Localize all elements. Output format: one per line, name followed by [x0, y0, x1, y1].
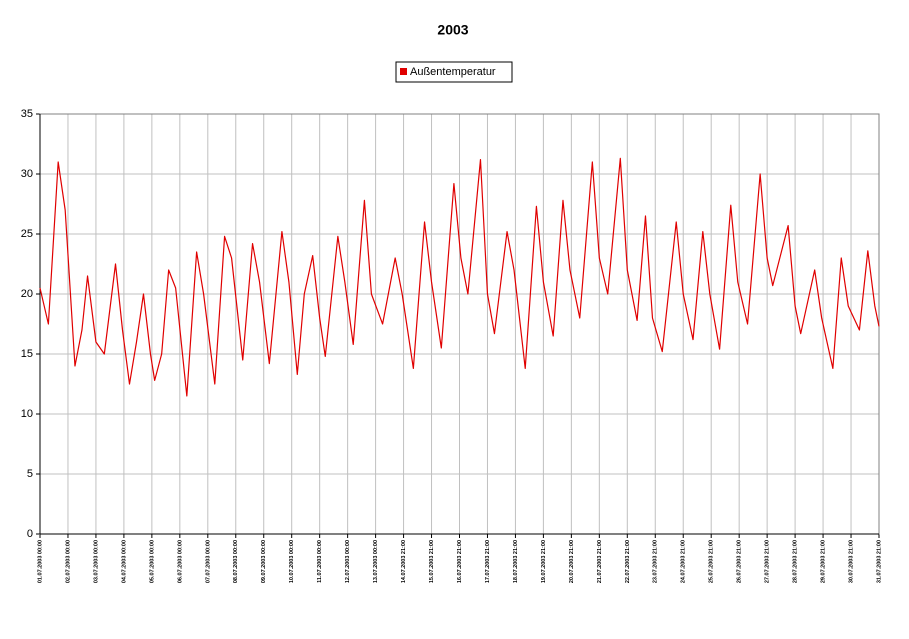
x-tick-label: 08.07.2003 00:00: [233, 540, 239, 583]
line: [39, 157, 880, 397]
x-tick-label: 26.07.2003 21:00: [737, 540, 743, 583]
legend-swatch: [400, 68, 407, 75]
x-tick-label: 03.07.2003 00:00: [93, 540, 99, 583]
x-tick-label: 25.07.2003 21:00: [709, 540, 715, 583]
y-tick-label: 5: [27, 468, 33, 480]
y-tick-label: 25: [21, 228, 33, 240]
x-tick-label: 06.07.2003 00:00: [177, 540, 183, 583]
y-tick-label: 0: [27, 528, 33, 540]
y-tick-label: 20: [21, 288, 33, 300]
x-tick-label: 19.07.2003 21:00: [541, 540, 547, 583]
y-tick-label: 30: [21, 168, 33, 180]
y-tick-label: 35: [21, 108, 33, 120]
x-tick-label: 18.07.2003 21:00: [513, 540, 519, 583]
legend-box: [395, 61, 513, 83]
legend: Außentemperatur: [395, 61, 513, 83]
x-tick-label: 23.07.2003 21:00: [653, 540, 659, 583]
x-tick-label: 04.07.2003 00:00: [121, 540, 127, 583]
x-tick-label: 29.07.2003 21:00: [821, 540, 827, 583]
x-tick-label: 20.07.2003 21:00: [569, 540, 575, 583]
x-tick-label: 07.07.2003 00:00: [205, 540, 211, 583]
x-tick-label: 01.07.2003 00:00: [37, 540, 43, 583]
y-tick-label: 10: [21, 408, 33, 420]
chart-title: 2003: [437, 22, 468, 38]
x-tick-label: 30.07.2003 21:00: [848, 540, 854, 583]
x-tick-label: 02.07.2003 00:00: [65, 540, 71, 583]
x-tick-label: 16.07.2003 21:00: [457, 540, 463, 583]
x-tick-label: 11.07.2003 00:00: [317, 540, 323, 583]
x-tick-label: 21.07.2003 21:00: [597, 540, 603, 583]
x-tick-label: 24.07.2003 21:00: [681, 540, 687, 583]
x-tick-label: 31.07.2003 21:00: [876, 540, 882, 583]
x-tick-label: 12.07.2003 00:00: [345, 540, 351, 583]
x-tick-label: 09.07.2003 00:00: [261, 540, 267, 583]
x-tick-label: 14.07.2003 21:00: [401, 540, 407, 583]
x-tick-label: 27.07.2003 21:00: [765, 540, 771, 583]
x-tick-label: 10.07.2003 00:00: [289, 540, 295, 583]
x-tick-label: 13.07.2003 00:00: [373, 540, 379, 583]
x-tick-label: 05.07.2003 00:00: [149, 540, 155, 583]
y-tick-label: 15: [21, 348, 33, 360]
x-tick-label: 22.07.2003 21:00: [625, 540, 631, 583]
legend-label: Außentemperatur: [410, 66, 496, 78]
x-tick-label: 15.07.2003 21:00: [429, 540, 435, 583]
x-tick-label: 17.07.2003 21:00: [485, 540, 491, 583]
x-tick-label: 28.07.2003 21:00: [793, 540, 799, 583]
